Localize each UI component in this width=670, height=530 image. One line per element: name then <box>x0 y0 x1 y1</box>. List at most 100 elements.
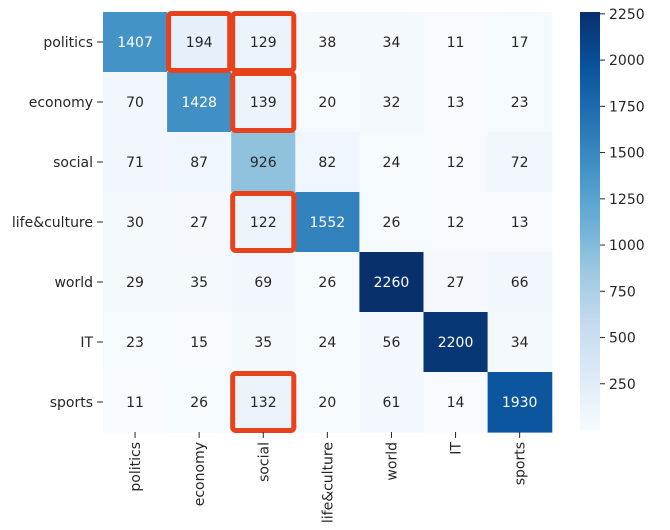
row-tick-label: social <box>53 155 93 171</box>
cell-value-label: 23 <box>511 95 529 111</box>
heatmap-cell <box>359 252 425 313</box>
colorbar-tick-label: 1500 <box>609 146 645 162</box>
cell-value-label: 139 <box>250 95 277 111</box>
highlight-box <box>166 11 233 73</box>
heatmap-cell <box>231 72 296 133</box>
heatmap-cell <box>359 372 425 433</box>
cell-value-label: 194 <box>186 35 213 51</box>
heatmap-cell <box>423 192 489 253</box>
cell-value-label: 12 <box>447 155 465 171</box>
row-tick-labels: politics economy social life&culture world IT… <box>12 35 103 411</box>
cell-value-label: 132 <box>250 395 277 411</box>
cell-value-label: 2260 <box>374 275 410 291</box>
heatmap-cell <box>359 192 425 253</box>
cell-value-label: 87 <box>190 155 208 171</box>
heatmap-cell <box>487 192 553 253</box>
colorbar-tick-label: 1250 <box>609 192 645 208</box>
cell-value-label: 72 <box>511 155 529 171</box>
heatmap-cell <box>423 252 489 313</box>
heatmap-cell <box>167 192 232 253</box>
heatmap-cell <box>167 132 232 193</box>
cell-value-label: 34 <box>511 335 529 351</box>
cell-value-label: 24 <box>383 155 401 171</box>
cell-annotations: 1407 194 129 38 34 11 17 70 1428 139 20 32 13 23 71 87 9… <box>117 35 537 411</box>
highlight-boxes <box>166 11 297 433</box>
heatmap-cell <box>423 372 489 433</box>
cell-value-label: 69 <box>254 275 272 291</box>
cell-value-label: 129 <box>250 35 277 51</box>
heatmap-cell <box>167 372 232 433</box>
heatmap-cell <box>103 252 168 313</box>
colorbar: 250 500 750 1000 1250 1500 1750 2000 2250 <box>580 7 645 430</box>
highlight-box <box>230 71 297 133</box>
heatmap-cell <box>487 12 553 73</box>
cell-value-label: 71 <box>126 155 144 171</box>
heatmap-cell <box>359 12 425 73</box>
colorbar-tick-label: 1750 <box>609 99 645 115</box>
cell-value-label: 20 <box>318 95 336 111</box>
colorbar-tick-label: 500 <box>609 331 636 347</box>
heatmap-cell <box>103 132 168 193</box>
heatmap-cell <box>487 372 553 433</box>
row-tick-label: economy <box>29 95 93 111</box>
column-tick-label: IT <box>449 442 465 455</box>
heatmap-cell <box>487 252 553 313</box>
cell-value-label: 14 <box>447 395 465 411</box>
cell-value-label: 20 <box>318 395 336 411</box>
cell-value-label: 82 <box>318 155 336 171</box>
colorbar-tick-label: 2000 <box>609 53 645 69</box>
heatmap-cell <box>295 12 360 73</box>
cell-value-label: 11 <box>126 395 144 411</box>
cell-value-label: 66 <box>511 275 529 291</box>
heatmap-cell <box>167 12 232 73</box>
heatmap-cell <box>295 312 360 373</box>
cell-value-label: 23 <box>126 335 144 351</box>
cell-value-label: 26 <box>383 215 401 231</box>
cell-value-label: 34 <box>383 35 401 51</box>
heatmap-cell <box>295 372 360 433</box>
row-tick-label: life&culture <box>12 215 93 231</box>
heatmap-cell <box>231 312 296 373</box>
heatmap-cell <box>423 312 489 373</box>
heatmap-cell <box>103 312 168 373</box>
colorbar-tick-label: 750 <box>609 284 636 300</box>
heatmap-cell <box>295 72 360 133</box>
heatmap-cell <box>167 252 232 313</box>
heatmap-cell <box>359 132 425 193</box>
cell-value-label: 35 <box>254 335 272 351</box>
heatmap-cell <box>359 312 425 373</box>
cell-value-label: 17 <box>511 35 529 51</box>
heatmap-cell <box>103 12 168 73</box>
cell-value-label: 1930 <box>502 395 538 411</box>
column-tick-label: economy <box>192 442 208 506</box>
heatmap-cell <box>487 72 553 133</box>
cell-value-label: 2200 <box>438 335 474 351</box>
cell-value-label: 1552 <box>310 215 346 231</box>
heatmap-cell <box>231 12 296 73</box>
cell-value-label: 122 <box>250 215 277 231</box>
highlight-box <box>230 371 297 433</box>
column-tick-label: politics <box>128 442 144 492</box>
cell-value-label: 26 <box>318 275 336 291</box>
column-tick-labels: politics economy social life&culture world IT… <box>128 432 529 523</box>
heatmap-cell <box>295 252 360 313</box>
heatmap-cell <box>231 132 296 193</box>
heatmap-cell <box>103 72 168 133</box>
heatmap-cell <box>231 192 296 253</box>
colorbar-tick-label: 250 <box>609 377 636 393</box>
cell-value-label: 38 <box>318 35 336 51</box>
cell-value-label: 1407 <box>117 35 153 51</box>
cell-value-label: 12 <box>447 215 465 231</box>
heatmap-cell <box>295 192 360 253</box>
cell-value-label: 11 <box>447 35 465 51</box>
heatmap-cells <box>103 12 553 433</box>
cell-value-label: 27 <box>190 215 208 231</box>
highlight-box <box>230 191 297 253</box>
cell-value-label: 926 <box>250 155 277 171</box>
cell-value-label: 35 <box>190 275 208 291</box>
cell-value-label: 26 <box>190 395 208 411</box>
heatmap-cell <box>103 372 168 433</box>
row-tick-label: sports <box>50 395 93 411</box>
heatmap-cell <box>231 252 296 313</box>
